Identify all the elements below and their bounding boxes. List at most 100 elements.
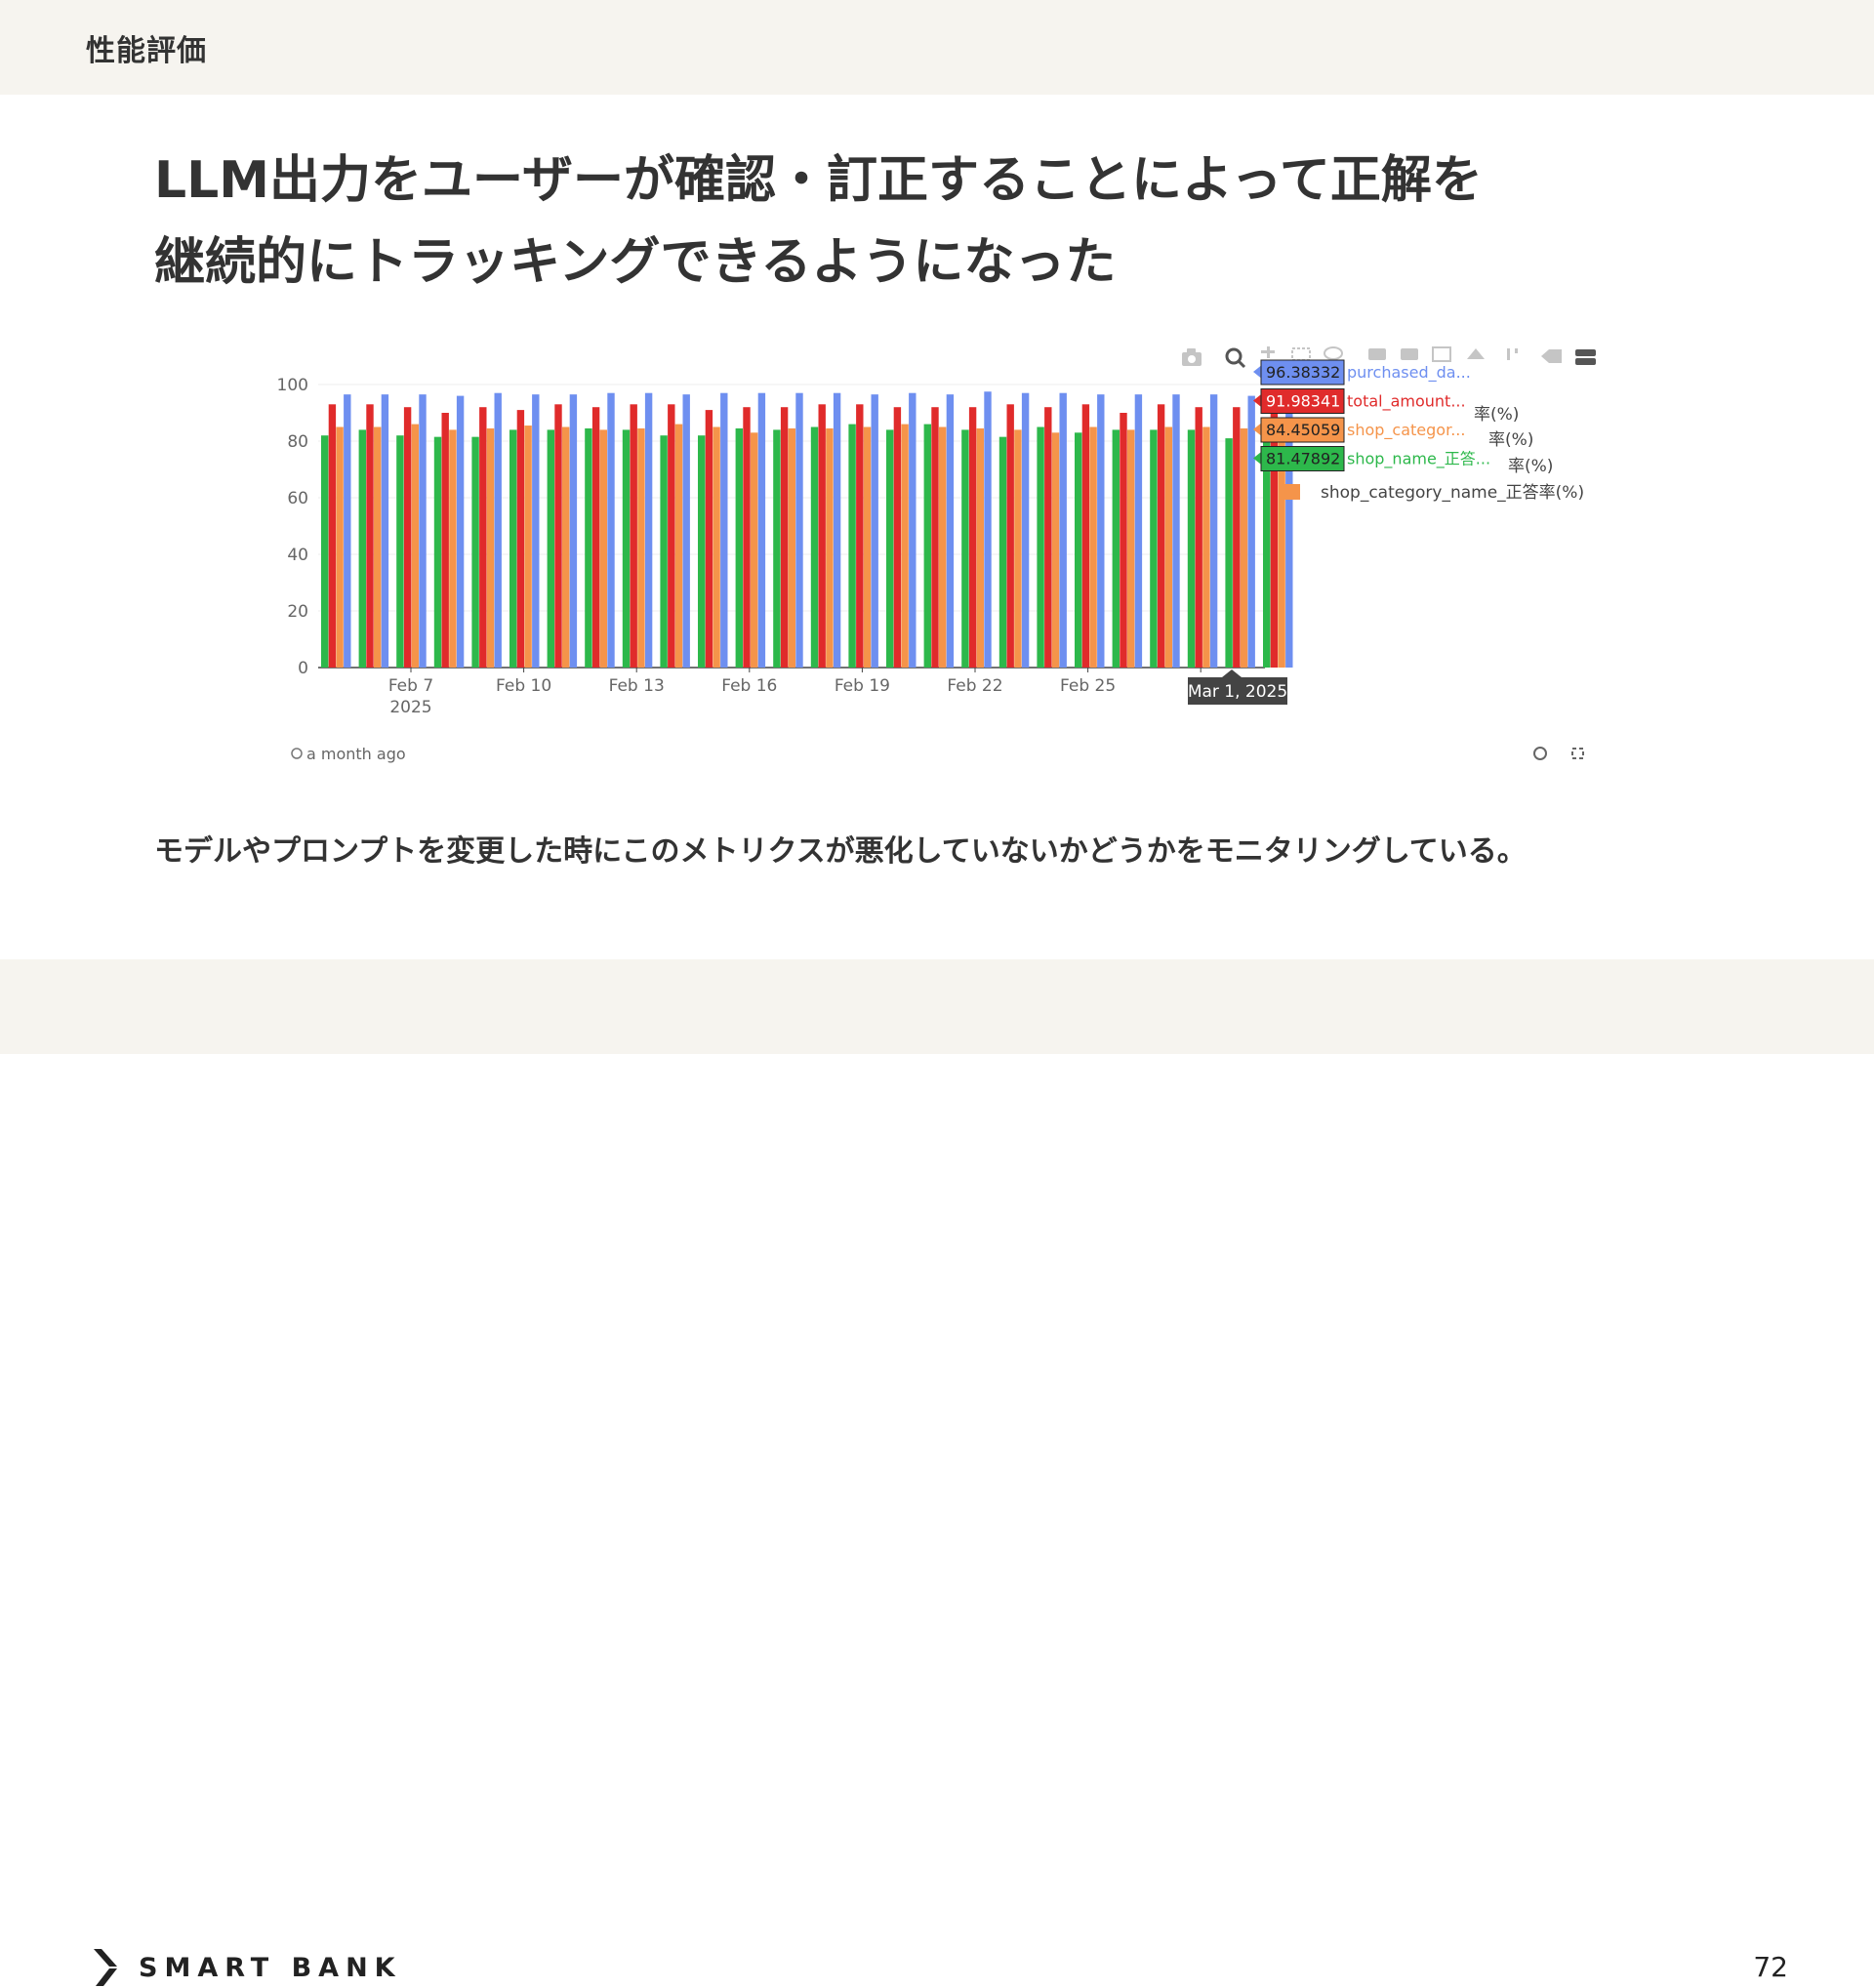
bar[interactable] xyxy=(456,395,465,668)
bar[interactable] xyxy=(532,394,540,668)
bar[interactable] xyxy=(682,394,690,668)
bar[interactable] xyxy=(1089,426,1097,669)
bar[interactable] xyxy=(336,426,344,669)
bar[interactable] xyxy=(637,427,645,668)
zoom-icon[interactable] xyxy=(1225,347,1246,369)
bar[interactable] xyxy=(569,394,578,668)
bar[interactable] xyxy=(321,435,329,668)
zoom-out-icon[interactable] xyxy=(1401,348,1418,360)
bar[interactable] xyxy=(516,410,525,668)
bar[interactable] xyxy=(931,407,939,668)
bar[interactable] xyxy=(554,404,562,668)
bar[interactable] xyxy=(720,392,728,668)
bar[interactable] xyxy=(961,429,969,668)
box-select-icon[interactable] xyxy=(1291,347,1311,361)
bar[interactable] xyxy=(1157,404,1165,668)
bar[interactable] xyxy=(795,392,803,668)
bar[interactable] xyxy=(524,426,532,668)
bar[interactable] xyxy=(968,407,977,668)
bar[interactable] xyxy=(1006,404,1014,668)
bar[interactable] xyxy=(713,426,720,669)
refresh-icon[interactable] xyxy=(1533,747,1547,760)
bar[interactable] xyxy=(591,407,600,668)
bar[interactable] xyxy=(1209,394,1218,668)
bar[interactable] xyxy=(705,410,713,668)
bar[interactable] xyxy=(374,426,382,669)
zoom-in-icon[interactable] xyxy=(1368,348,1386,360)
bar[interactable] xyxy=(660,435,668,668)
bar[interactable] xyxy=(328,404,337,668)
reset-axes-icon[interactable] xyxy=(1467,348,1485,359)
bar[interactable] xyxy=(1270,407,1279,668)
bar[interactable] xyxy=(751,432,758,668)
bar[interactable] xyxy=(411,424,419,668)
bar[interactable] xyxy=(810,426,819,669)
bar[interactable] xyxy=(998,436,1007,668)
bar[interactable] xyxy=(358,429,366,668)
bar[interactable] xyxy=(698,435,706,668)
bar[interactable] xyxy=(826,427,834,668)
bar[interactable] xyxy=(344,394,351,668)
bar[interactable] xyxy=(1044,407,1052,668)
bar[interactable] xyxy=(1195,407,1202,668)
pan-icon[interactable] xyxy=(1261,346,1275,358)
bar[interactable] xyxy=(1059,392,1067,668)
bar[interactable] xyxy=(1278,428,1285,668)
camera-icon[interactable] xyxy=(1182,348,1202,366)
bar[interactable] xyxy=(1172,394,1180,668)
bar[interactable] xyxy=(788,427,795,668)
hover-closest-icon[interactable] xyxy=(1541,349,1562,363)
bar[interactable] xyxy=(1014,429,1022,668)
bar[interactable] xyxy=(848,424,856,668)
expand-icon[interactable] xyxy=(1571,748,1584,759)
bar[interactable] xyxy=(833,392,841,668)
bar[interactable] xyxy=(1150,429,1158,668)
bar[interactable] xyxy=(1285,394,1293,668)
bar[interactable] xyxy=(599,429,607,668)
bar[interactable] xyxy=(939,426,947,669)
bar[interactable] xyxy=(871,394,878,668)
bar[interactable] xyxy=(856,404,864,668)
bar[interactable] xyxy=(674,424,683,668)
bar[interactable] xyxy=(757,392,766,668)
bar[interactable] xyxy=(433,436,442,668)
bar[interactable] xyxy=(923,424,931,668)
bar[interactable] xyxy=(396,435,404,668)
bar[interactable] xyxy=(1187,429,1196,668)
bar[interactable] xyxy=(1134,394,1143,668)
bar[interactable] xyxy=(449,429,457,668)
bar[interactable] xyxy=(486,427,495,668)
bar[interactable] xyxy=(1225,438,1233,668)
bar[interactable] xyxy=(403,407,412,668)
bar[interactable] xyxy=(419,394,427,668)
bar[interactable] xyxy=(901,424,909,668)
bar[interactable] xyxy=(585,427,592,668)
bar[interactable] xyxy=(509,429,517,668)
spike-lines-icon[interactable] xyxy=(1507,348,1518,360)
bar[interactable] xyxy=(1240,427,1248,668)
bar[interactable] xyxy=(1263,436,1271,668)
bar[interactable] xyxy=(441,413,449,668)
bar[interactable] xyxy=(1051,432,1060,668)
bar[interactable] xyxy=(494,392,502,668)
bar[interactable] xyxy=(607,392,615,668)
bar[interactable] xyxy=(735,427,743,668)
bar[interactable] xyxy=(1075,432,1082,668)
bar[interactable] xyxy=(1202,426,1210,669)
bar[interactable] xyxy=(547,429,554,668)
bar[interactable] xyxy=(479,407,487,668)
bar[interactable] xyxy=(818,404,826,668)
bar[interactable] xyxy=(366,404,374,668)
bar[interactable] xyxy=(471,436,479,668)
legend-swatch[interactable] xyxy=(1284,484,1300,500)
bar[interactable] xyxy=(863,426,872,669)
bar[interactable] xyxy=(1127,429,1135,668)
bar[interactable] xyxy=(1097,394,1105,668)
bar[interactable] xyxy=(381,394,389,668)
bar[interactable] xyxy=(1247,395,1255,668)
bar[interactable] xyxy=(886,429,894,668)
bar[interactable] xyxy=(644,392,653,668)
bar[interactable] xyxy=(743,407,751,668)
bar[interactable] xyxy=(1021,392,1030,668)
bar[interactable] xyxy=(562,426,570,669)
